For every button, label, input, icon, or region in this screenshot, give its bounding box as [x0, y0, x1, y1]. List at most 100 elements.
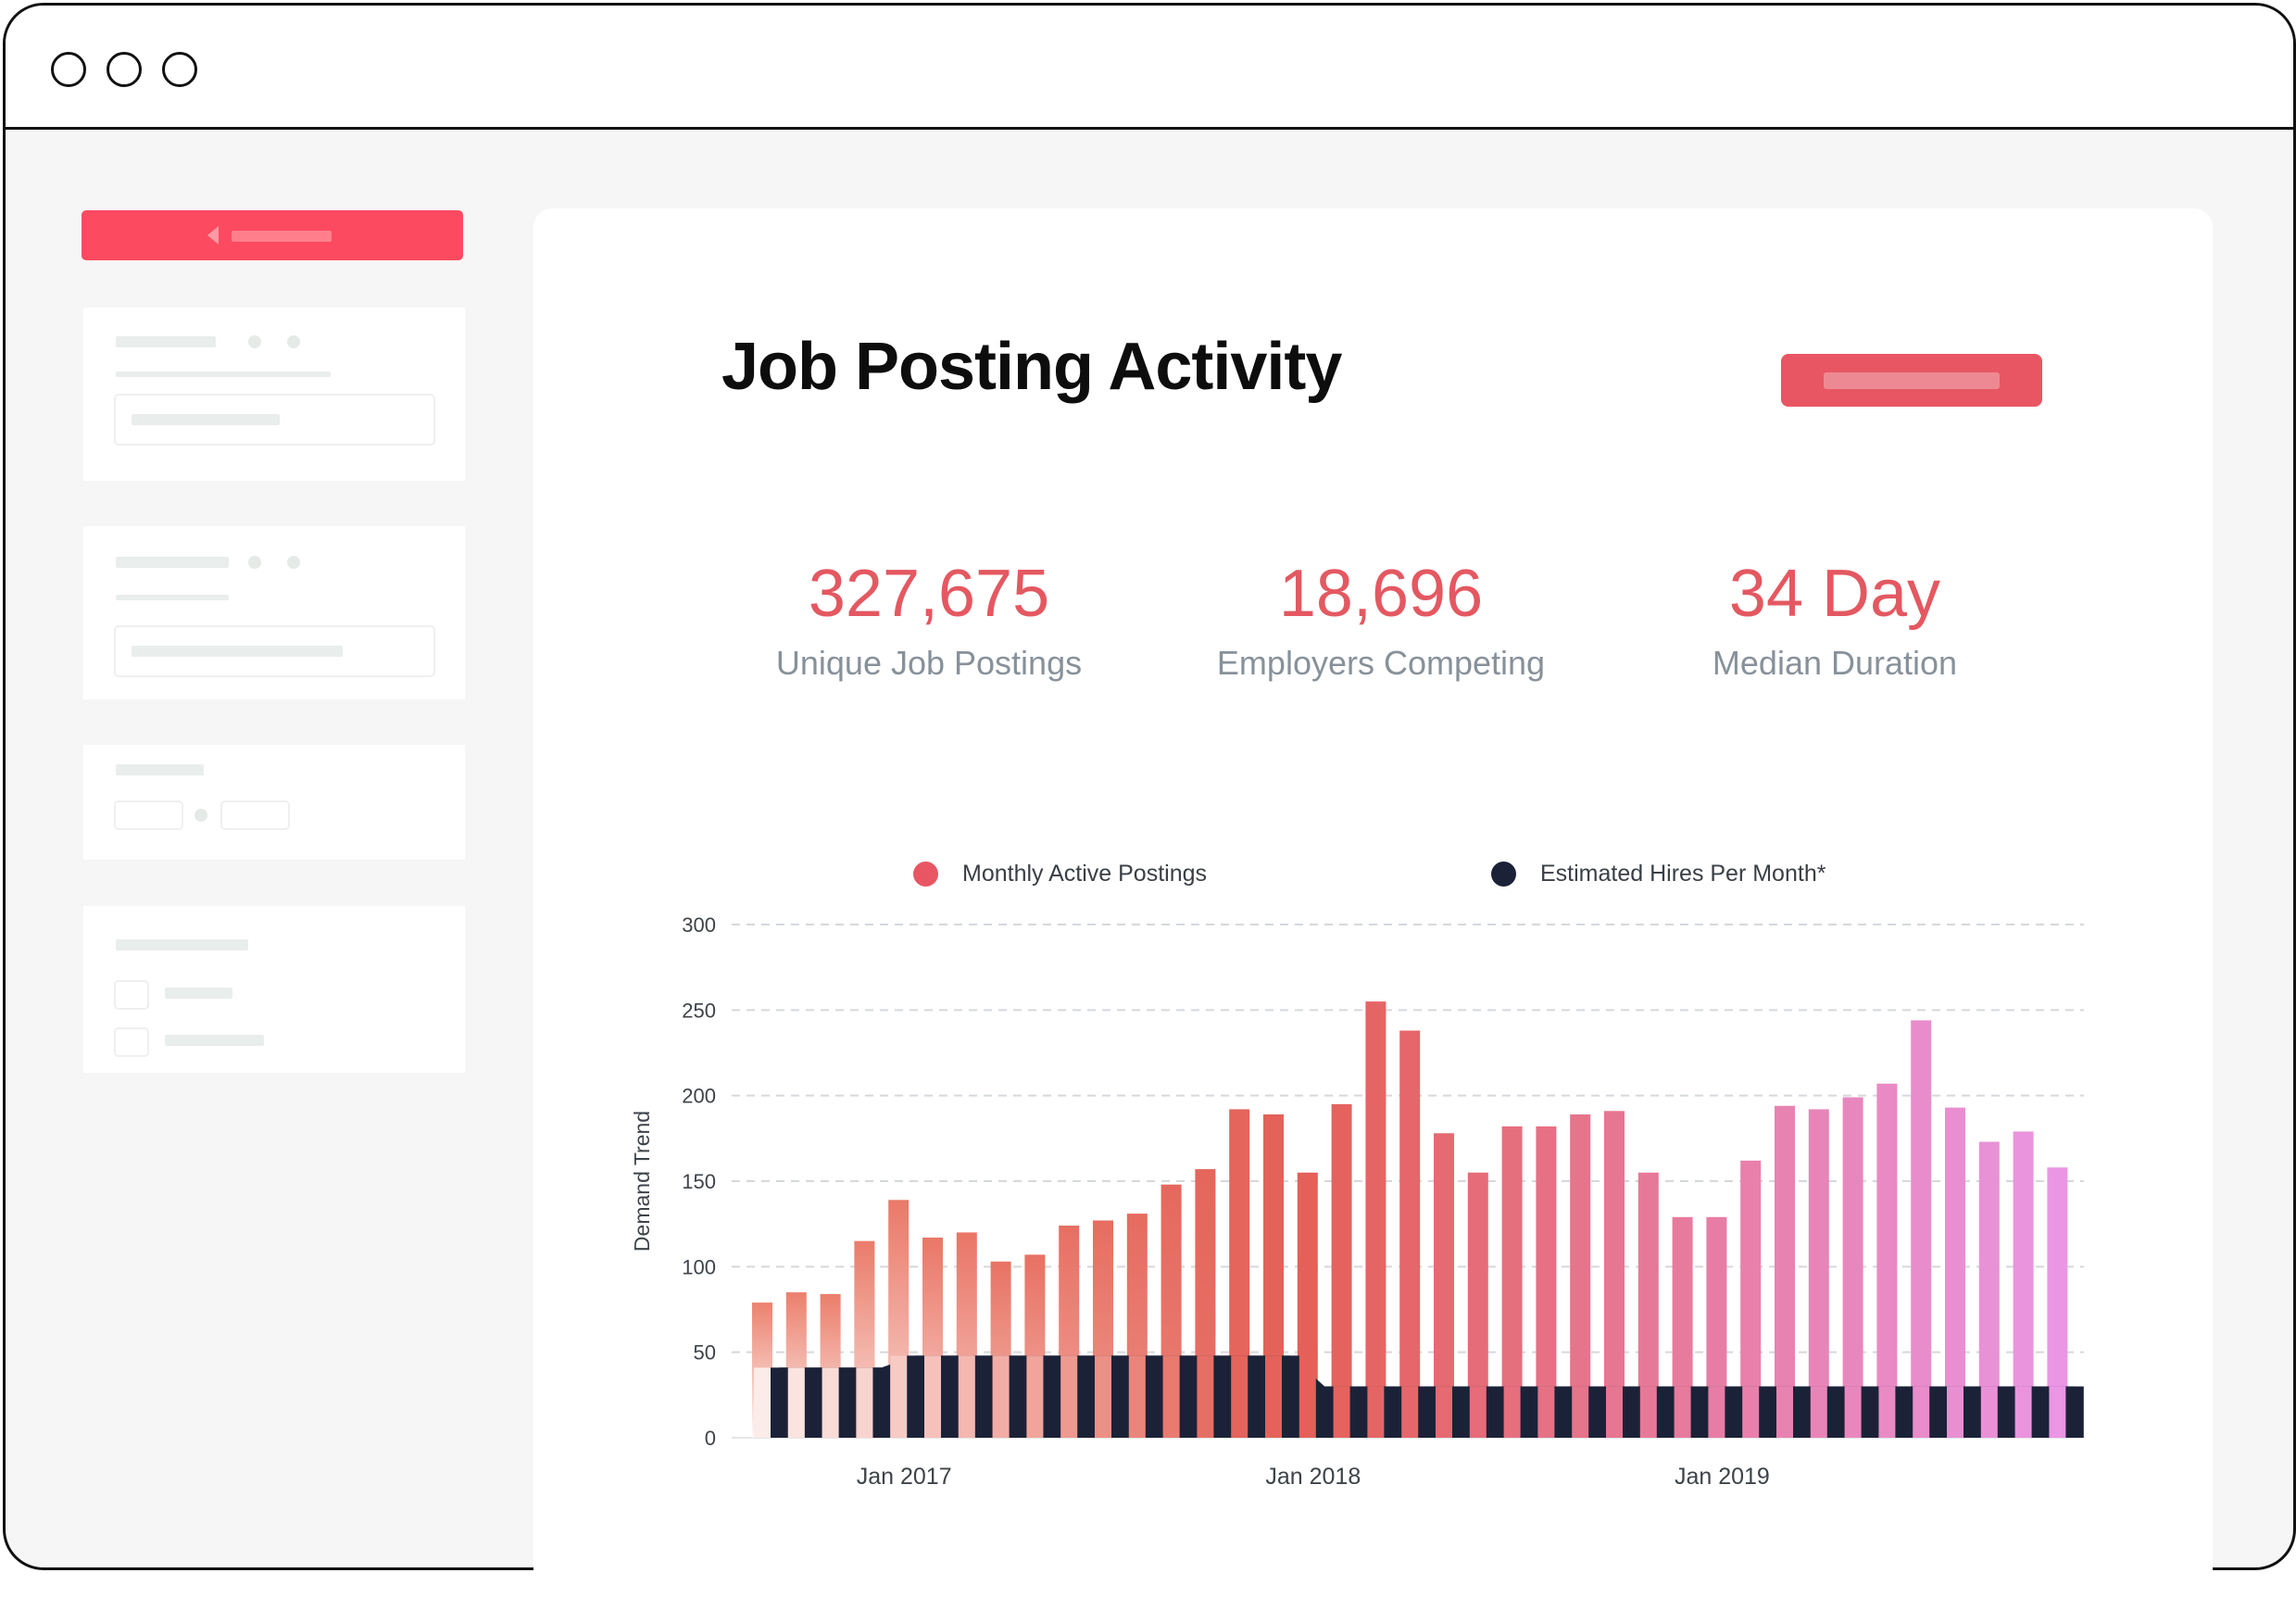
back-arrow-icon	[207, 226, 219, 245]
postings-bar	[1808, 1109, 1829, 1438]
hires-bar	[906, 1355, 925, 1438]
legend-dot-icon	[1491, 861, 1516, 887]
hires-bar	[1383, 1386, 1402, 1438]
filter-panel-2	[83, 526, 465, 699]
hires-bar	[1349, 1386, 1368, 1438]
postings-bar-lower	[1026, 1355, 1044, 1438]
postings-bar	[1775, 1105, 1795, 1438]
postings-bar	[1467, 1172, 1488, 1438]
postings-bar-lower-fade	[1197, 1355, 1214, 1438]
back-button[interactable]	[82, 210, 463, 260]
postings-bar-lower	[1980, 1386, 1998, 1438]
hires-bar	[1587, 1386, 1607, 1438]
y-tick-label: 250	[682, 999, 716, 1022]
postings-bar-lower	[1674, 1386, 1691, 1438]
postings-bar-lower	[1878, 1386, 1896, 1438]
postings-bar	[1740, 1160, 1762, 1438]
postings-bar-lower	[1844, 1386, 1862, 1438]
stat-median-duration: 34 Day Median Duration	[1594, 560, 2076, 683]
postings-bar-lower	[2049, 1386, 2066, 1438]
hires-bar	[1110, 1355, 1130, 1438]
legend-label: Estimated Hires Per Month*	[1540, 860, 1826, 887]
page-title: Job Posting Activity	[721, 330, 1342, 404]
window-minimize-control[interactable]	[107, 52, 142, 87]
filter-panel-3	[83, 745, 465, 860]
postings-bar-lower	[1469, 1386, 1487, 1438]
postings-bar-lower-fade	[754, 1367, 771, 1438]
hires-bar	[838, 1367, 857, 1438]
postings-bar-lower	[1231, 1355, 1248, 1438]
hires-bar	[2064, 1386, 2084, 1438]
postings-bar	[1570, 1114, 1591, 1438]
hires-bar	[1451, 1386, 1471, 1438]
postings-bar-lower-fade	[992, 1355, 1010, 1438]
hires-bar	[1963, 1386, 1982, 1438]
postings-bar-lower	[1162, 1355, 1180, 1438]
hires-bar	[2031, 1386, 2050, 1438]
filter-panel-1	[83, 308, 465, 481]
filter-checkbox-1[interactable]	[114, 980, 149, 1010]
filter-input-2[interactable]	[114, 625, 435, 677]
hires-bar	[872, 1367, 891, 1438]
postings-bar-lower-fade	[1128, 1355, 1146, 1438]
x-tick-label: Jan 2018	[1265, 1464, 1361, 1490]
postings-bar	[1876, 1083, 1898, 1438]
postings-bar-lower-fade	[822, 1367, 839, 1438]
filter-panel-4	[83, 906, 465, 1073]
hires-bar	[1076, 1355, 1096, 1438]
x-tick-label: Jan 2017	[857, 1464, 952, 1490]
postings-bar	[1842, 1097, 1863, 1438]
postings-bar	[1706, 1216, 1727, 1438]
hires-bar	[1281, 1355, 1300, 1438]
postings-bar-lower-fade	[1162, 1355, 1180, 1438]
y-tick-label: 300	[682, 913, 716, 937]
range-max-input[interactable]	[220, 800, 290, 830]
window-close-control[interactable]	[51, 52, 86, 87]
postings-bar-lower	[1776, 1386, 1793, 1438]
postings-bar-lower	[1947, 1386, 1964, 1438]
hires-bar	[1315, 1386, 1335, 1438]
postings-bar-lower	[1708, 1386, 1725, 1438]
y-tick-label: 50	[694, 1341, 716, 1365]
range-min-input[interactable]	[114, 800, 183, 830]
postings-bar	[1978, 1141, 2000, 1438]
action-button[interactable]	[1781, 354, 2042, 407]
hires-bar	[974, 1355, 994, 1438]
hires-bar	[1009, 1355, 1027, 1438]
postings-bar	[2047, 1167, 2068, 1438]
postings-bar-lower-fade	[1060, 1355, 1078, 1438]
window-maximize-control[interactable]	[162, 52, 197, 87]
hires-bar	[1553, 1386, 1573, 1438]
legend-item-postings[interactable]: Monthly Active Postings	[913, 855, 1207, 892]
y-tick-label: 0	[705, 1427, 716, 1450]
y-tick-label: 100	[682, 1255, 716, 1278]
y-axis-label: Demand Trend	[630, 1111, 654, 1252]
legend-item-hires[interactable]: Estimated Hires Per Month*	[1491, 855, 1826, 892]
postings-bar-lower	[1265, 1355, 1282, 1438]
hires-bar	[1997, 1386, 2016, 1438]
hires-bar	[1792, 1386, 1812, 1438]
postings-bar-lower	[1333, 1386, 1350, 1438]
hires-bar	[1656, 1386, 1675, 1438]
postings-bar-lower	[1095, 1355, 1111, 1438]
postings-bar	[1536, 1126, 1557, 1438]
hires-bar	[1622, 1386, 1641, 1438]
stat-value: 34 Day	[1728, 557, 1941, 631]
postings-bar	[1399, 1030, 1421, 1438]
filter-checkbox-2[interactable]	[114, 1027, 149, 1057]
postings-bar-lower-fade	[958, 1355, 975, 1438]
stat-label: Median Duration	[1712, 644, 1958, 682]
y-tick-label: 150	[682, 1170, 716, 1193]
postings-bar-lower	[2014, 1386, 2032, 1438]
filter-input-1[interactable]	[114, 394, 435, 446]
postings-bar-lower-fade	[890, 1355, 908, 1438]
postings-bar	[1672, 1216, 1693, 1438]
postings-bar	[1637, 1172, 1659, 1438]
postings-bar-lower	[1367, 1386, 1385, 1438]
postings-bar-lower	[1606, 1386, 1623, 1438]
postings-bar-lower	[1810, 1386, 1827, 1438]
hires-bar	[1247, 1355, 1266, 1438]
hires-bar	[804, 1367, 823, 1438]
hires-bar	[770, 1367, 789, 1438]
